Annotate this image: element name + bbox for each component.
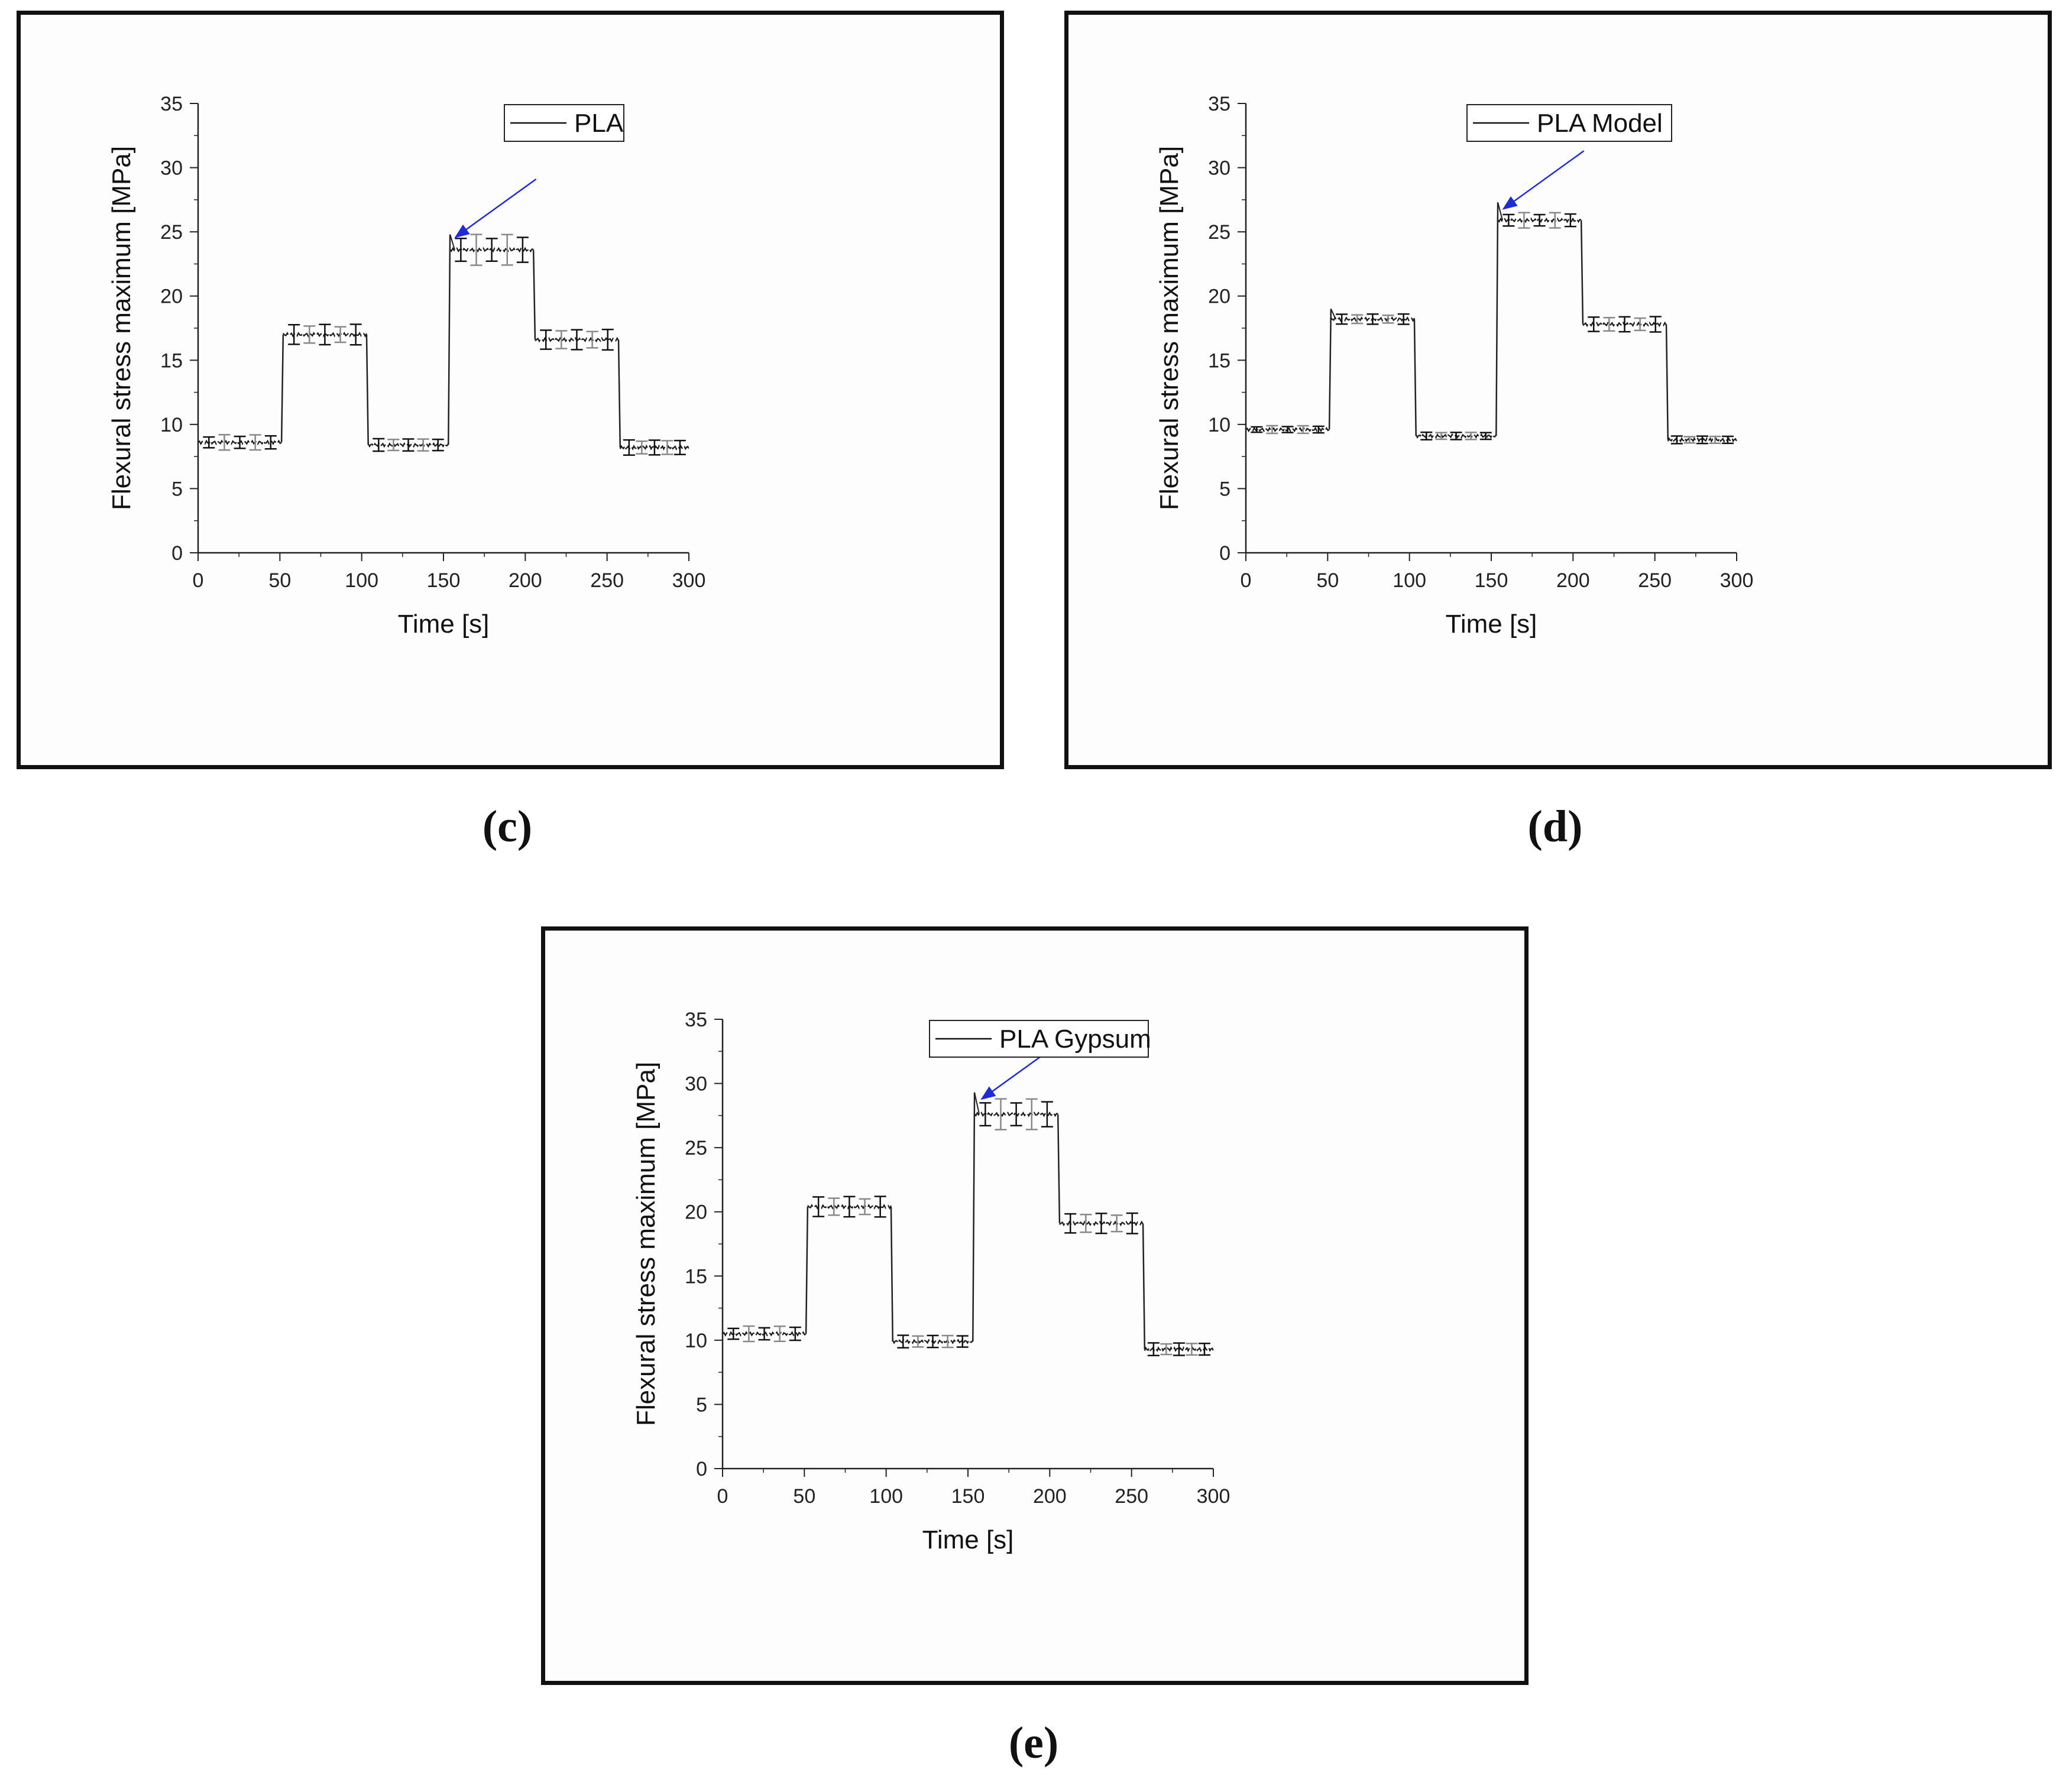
chart-panel-d: 0 5 10 15 20 25 30 35 0 50 100 150 200 250 300 Time [s]… [1064, 11, 2052, 769]
x-tick-label: 300 [1720, 569, 1754, 592]
x-tick-label: 200 [509, 569, 542, 592]
x-tick-label: 150 [951, 1485, 985, 1508]
y-tick-label: 15 [1208, 349, 1230, 372]
y-tick-label: 30 [685, 1073, 707, 1096]
step-transition [448, 234, 451, 445]
caption-c: (c) [482, 802, 533, 851]
peak-arrow [454, 178, 537, 238]
x-axis-title: Time [s] [922, 1525, 1014, 1554]
y-tick-label: 25 [685, 1137, 707, 1159]
step-transition [1142, 1223, 1146, 1350]
x-tick-label: 250 [1638, 569, 1672, 592]
y-tick-label: 30 [1208, 157, 1230, 180]
chart-panel-e: 0 5 10 15 20 25 30 35 0 50 100 150 200 250 300 Time [s]… [541, 926, 1529, 1685]
x-tick-label: 50 [1316, 569, 1339, 592]
step-transition [1057, 1114, 1061, 1224]
step-transition [1580, 220, 1584, 325]
y-tick-label: 15 [160, 349, 183, 372]
legend: PLA Gypsum [929, 1020, 1151, 1058]
y-tick-label: 20 [685, 1201, 707, 1224]
y-tick-label: 20 [160, 286, 183, 308]
step-transition [617, 339, 621, 448]
chart-svg-e: 0 5 10 15 20 25 30 35 0 50 100 150 200 250 300 Time [s]… [632, 1009, 1230, 1554]
step-transition [1328, 309, 1332, 430]
peak-settle [974, 1092, 980, 1114]
y-tick-label: 35 [1208, 93, 1230, 115]
caption-e: (e) [1008, 1718, 1059, 1768]
y-tick-label: 10 [1208, 414, 1230, 436]
x-tick-label: 0 [717, 1485, 728, 1508]
step-transition [890, 1207, 893, 1342]
x-tick-label: 250 [1115, 1485, 1148, 1508]
x-tick-label: 300 [672, 569, 706, 592]
step-transition [365, 334, 369, 445]
y-tick-label: 15 [685, 1265, 707, 1288]
y-tick-label: 20 [1208, 286, 1230, 308]
caption-d: (d) [1527, 802, 1583, 851]
step-transition [1413, 319, 1417, 436]
y-tick-label: 30 [160, 157, 183, 180]
x-tick-label: 100 [1393, 569, 1426, 592]
chart-svg-c: 0 5 10 15 20 25 30 35 0 50 100 150 200 250 300 Time [s]… [107, 93, 706, 639]
x-tick-label: 200 [1556, 569, 1590, 592]
chart-panel-c: 0 5 10 15 20 25 30 35 0 50 100 150 200 250 300 Time [s]… [17, 11, 1004, 769]
step-transition [532, 249, 536, 340]
step-transition [1495, 202, 1499, 436]
chart-svg-d: 0 5 10 15 20 25 30 35 0 50 100 150 200 250 300 Time [s]… [1155, 93, 1754, 639]
legend: PLA Model [1466, 104, 1672, 142]
y-tick-label: 35 [160, 93, 183, 115]
legend-label: PLA Model [1537, 109, 1663, 138]
y-tick-label: 10 [685, 1330, 707, 1352]
y-tick-label: 5 [1219, 478, 1230, 500]
y-tick-label: 25 [160, 221, 183, 244]
y-tick-label: 5 [171, 478, 183, 500]
legend-box [929, 1020, 1149, 1058]
x-axis-title: Time [s] [398, 610, 490, 639]
y-axis-title: Flexural stress maximum [MPa] [107, 146, 136, 510]
y-tick-label: 25 [1208, 221, 1230, 244]
x-tick-label: 300 [1197, 1485, 1230, 1508]
y-tick-label: 35 [685, 1009, 707, 1031]
legend-label: PLA Gypsum [999, 1025, 1151, 1054]
x-tick-label: 0 [193, 569, 204, 592]
y-tick-label: 5 [696, 1394, 707, 1416]
y-tick-label: 10 [160, 414, 183, 436]
y-tick-label: 0 [1219, 542, 1230, 565]
peak-settle [1497, 202, 1504, 221]
legend-label: PLA [574, 109, 624, 138]
y-tick-label: 0 [696, 1458, 707, 1480]
x-tick-label: 200 [1033, 1485, 1067, 1508]
legend: PLA [504, 104, 624, 142]
step-transition [1665, 324, 1669, 440]
step-transition [805, 1207, 809, 1334]
x-tick-label: 100 [869, 1485, 903, 1508]
step-transition [280, 334, 284, 443]
y-axis-title: Flexural stress maximum [MPa] [1155, 146, 1184, 510]
x-tick-label: 150 [427, 569, 461, 592]
x-tick-label: 50 [793, 1485, 815, 1508]
peak-arrow [1502, 150, 1585, 210]
y-tick-label: 0 [171, 542, 183, 565]
x-axis-title: Time [s] [1446, 610, 1537, 639]
x-tick-label: 0 [1241, 569, 1252, 592]
x-tick-label: 100 [345, 569, 378, 592]
peak-settle [449, 234, 456, 250]
y-axis-title: Flexural stress maximum [MPa] [632, 1062, 660, 1426]
x-tick-label: 50 [268, 569, 291, 592]
x-tick-label: 250 [590, 569, 624, 592]
x-tick-label: 150 [1475, 569, 1508, 592]
step-transition [972, 1092, 976, 1342]
